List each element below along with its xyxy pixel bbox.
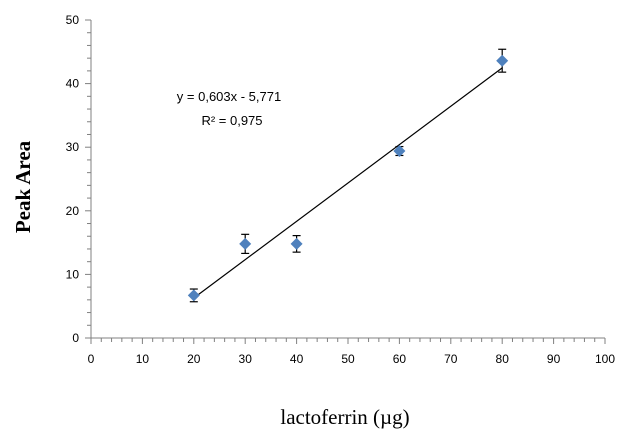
r-squared-label: R² = 0,975 [201, 113, 262, 128]
x-tick-label: 90 [547, 352, 561, 366]
x-tick-label: 50 [341, 352, 355, 366]
y-axis-title: Peak Area [11, 140, 35, 233]
trendline [193, 67, 503, 299]
trendline-equation: y = 0,603x - 5,771 [177, 89, 281, 104]
y-tick-label: 20 [66, 204, 80, 218]
x-tick-label: 100 [595, 352, 615, 366]
x-tick-label: 30 [239, 352, 253, 366]
data-point [290, 237, 303, 250]
x-tick-label: 60 [393, 352, 407, 366]
data-point [393, 145, 406, 158]
x-tick-label: 20 [187, 352, 201, 366]
x-tick-label: 80 [496, 352, 510, 366]
data-point [187, 289, 200, 302]
x-tick-label: 10 [136, 352, 150, 366]
trendline-group [193, 67, 503, 299]
y-tick-label: 30 [66, 140, 80, 154]
y-tick-label: 40 [66, 77, 80, 91]
y-tick-label: 50 [66, 13, 80, 27]
x-tick-label: 70 [444, 352, 458, 366]
y-tick-label: 0 [72, 331, 79, 345]
x-tick-label: 40 [290, 352, 304, 366]
axes: 0 10 20 30 40 50 60 70 80 90 100 0 10 20 30 40 50 [66, 13, 616, 366]
data-point [239, 237, 252, 250]
y-tick-label: 10 [66, 267, 80, 281]
x-axis-title: lactoferrin (µg) [280, 405, 409, 429]
data-points [187, 48, 509, 303]
data-point [496, 54, 509, 67]
x-tick-label: 0 [88, 352, 95, 366]
